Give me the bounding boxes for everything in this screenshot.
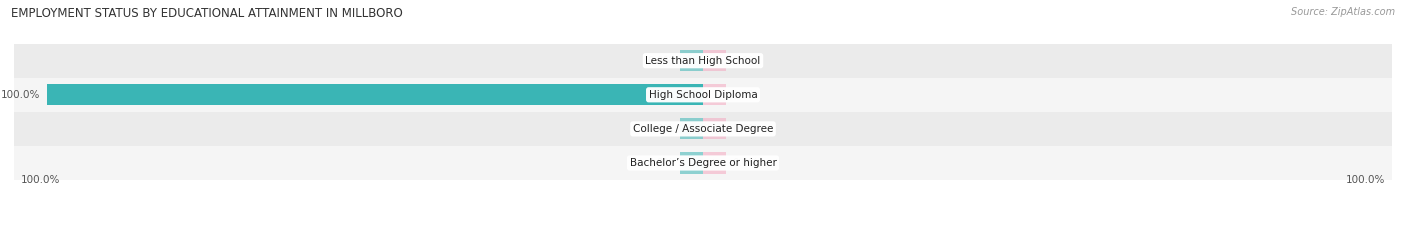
Bar — [681, 118, 703, 140]
Text: 0.0%: 0.0% — [733, 90, 759, 100]
Text: College / Associate Degree: College / Associate Degree — [633, 124, 773, 134]
Bar — [14, 44, 1392, 78]
Bar — [703, 50, 725, 71]
Text: High School Diploma: High School Diploma — [648, 90, 758, 100]
Bar — [703, 84, 725, 105]
Bar — [14, 112, 1392, 146]
Text: Source: ZipAtlas.com: Source: ZipAtlas.com — [1291, 7, 1395, 17]
Text: 0.0%: 0.0% — [733, 56, 759, 66]
Text: 100.0%: 100.0% — [21, 175, 60, 185]
Text: 0.0%: 0.0% — [733, 124, 759, 134]
Bar — [46, 84, 703, 105]
Text: 100.0%: 100.0% — [1, 90, 41, 100]
Text: Bachelor’s Degree or higher: Bachelor’s Degree or higher — [630, 158, 776, 168]
Bar — [681, 152, 703, 174]
Bar — [703, 152, 725, 174]
Bar — [14, 146, 1392, 180]
Bar — [14, 78, 1392, 112]
Text: 0.0%: 0.0% — [733, 158, 759, 168]
Text: 0.0%: 0.0% — [647, 56, 673, 66]
Bar — [703, 118, 725, 140]
Legend: In Labor Force, Unemployed: In Labor Force, Unemployed — [606, 231, 800, 233]
Text: Less than High School: Less than High School — [645, 56, 761, 66]
Text: 100.0%: 100.0% — [1346, 175, 1385, 185]
Text: 0.0%: 0.0% — [647, 124, 673, 134]
Bar — [681, 50, 703, 71]
Text: 0.0%: 0.0% — [647, 158, 673, 168]
Text: EMPLOYMENT STATUS BY EDUCATIONAL ATTAINMENT IN MILLBORO: EMPLOYMENT STATUS BY EDUCATIONAL ATTAINM… — [11, 7, 404, 20]
